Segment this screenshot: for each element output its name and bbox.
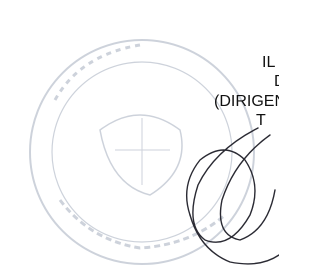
page: {"lines": ["IL", "D", "(DIRIGEN", "T"]} … (0, 0, 279, 279)
document-scan: IL D (DIRIGEN T (0, 0, 279, 279)
text-line: (DIRIGEN (214, 93, 279, 110)
text-line: IL (262, 54, 275, 71)
paper (0, 0, 279, 279)
text-line: D (274, 73, 279, 90)
text-line: T (256, 112, 266, 129)
